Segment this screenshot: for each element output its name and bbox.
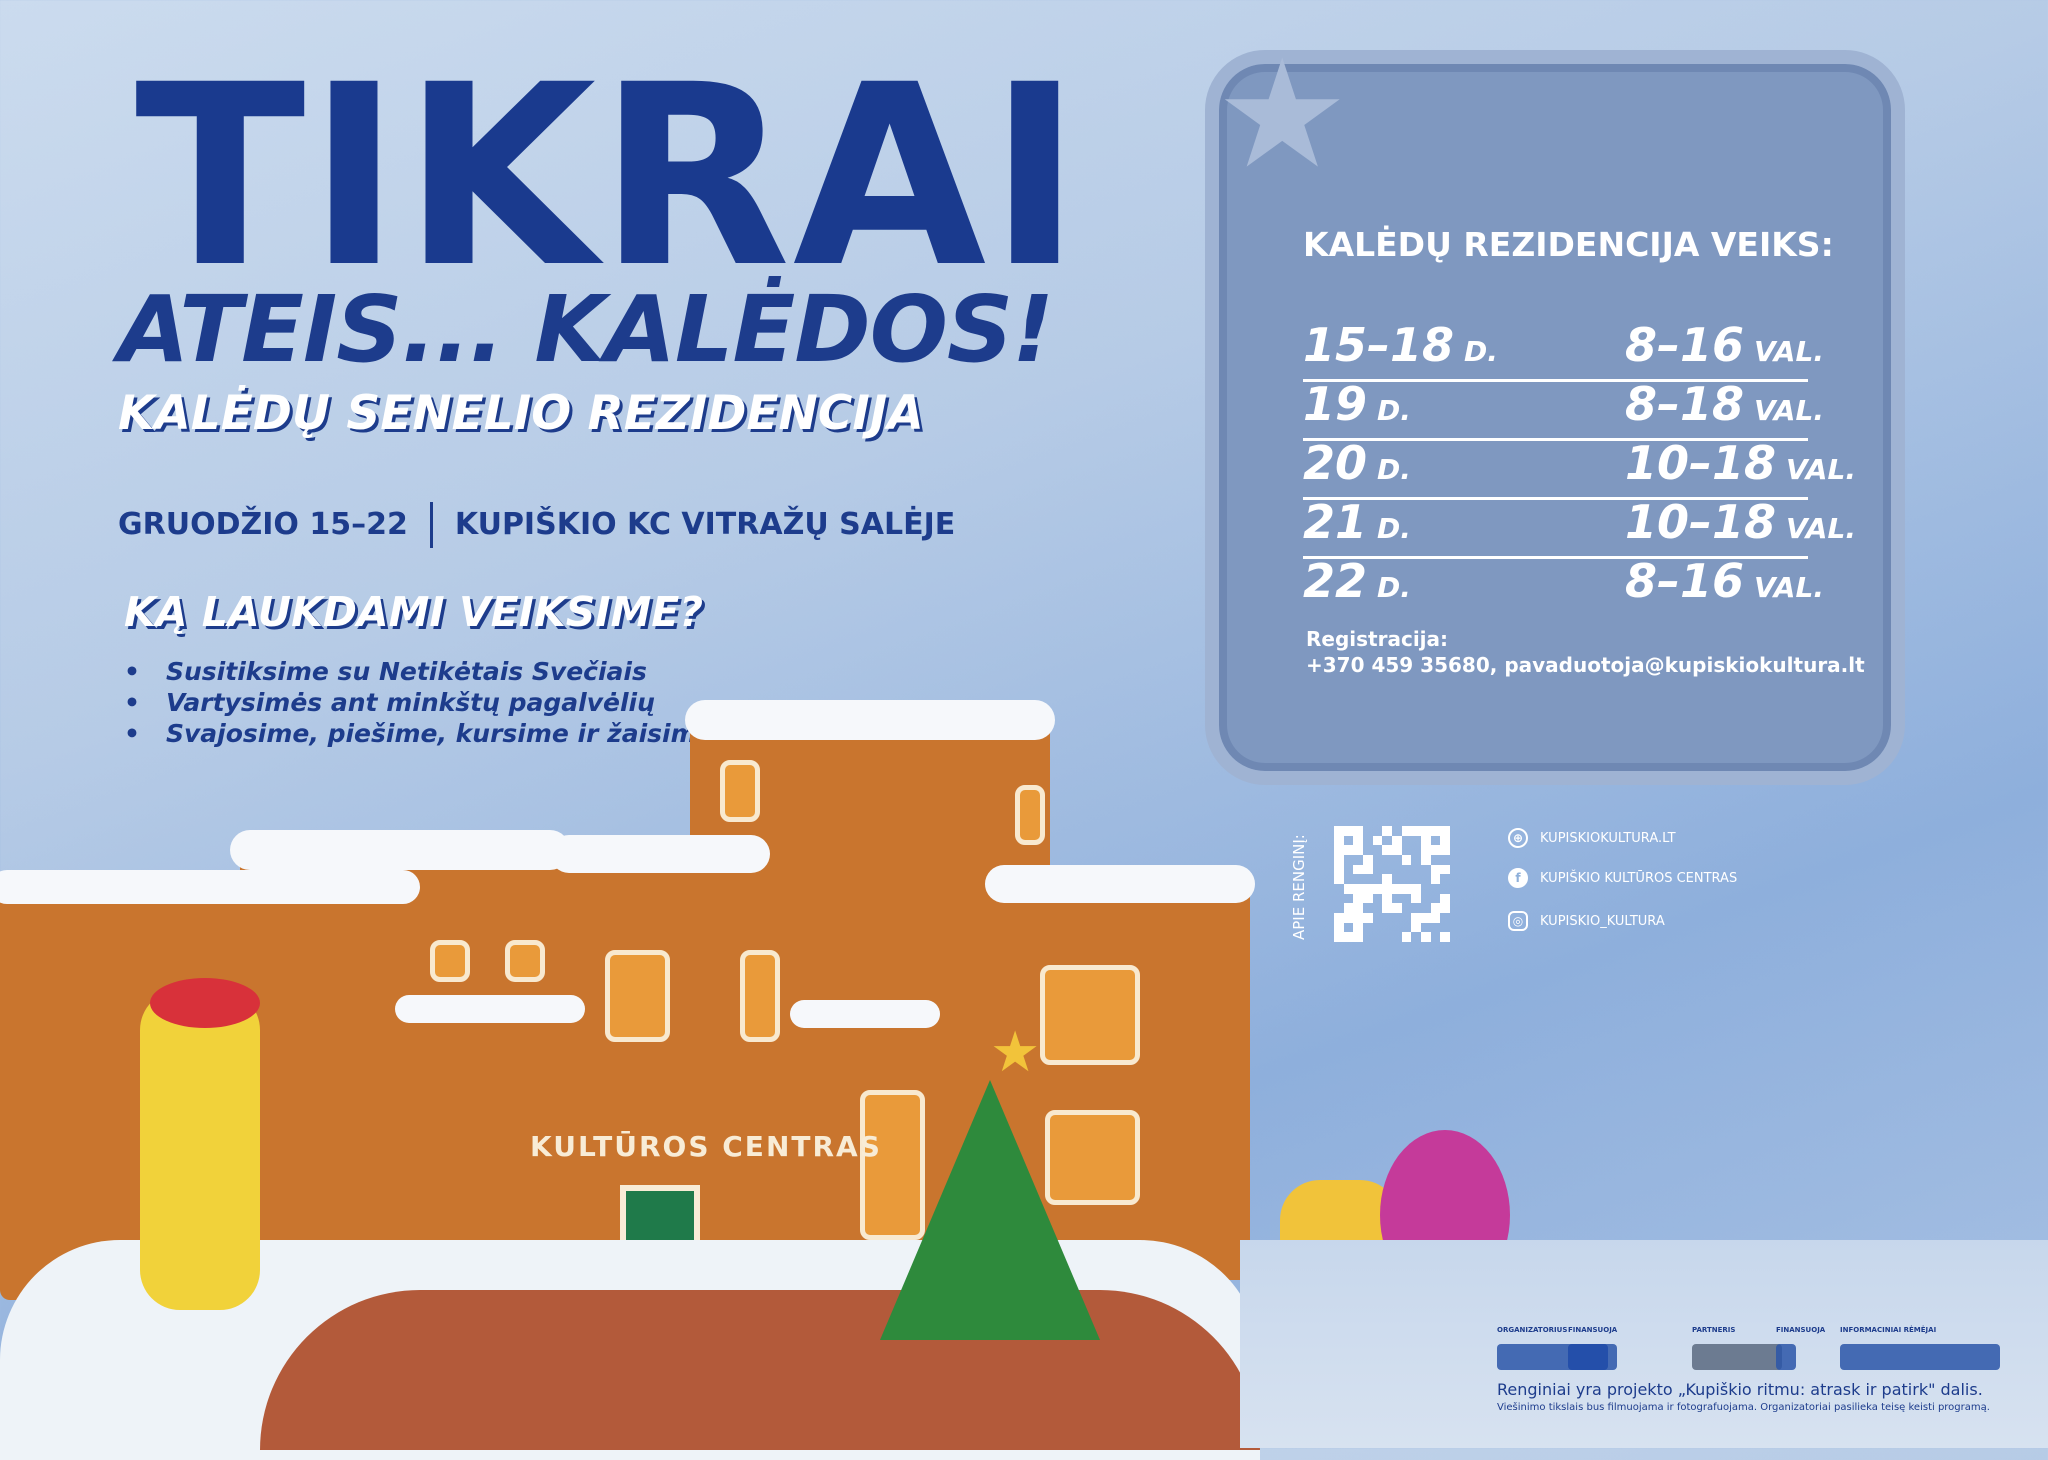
facebook-link[interactable]: f KUPIŠKIO KULTŪROS CENTRAS (1508, 868, 1737, 888)
instagram-link[interactable]: ◎ KUPISKIO_KULTURA (1508, 911, 1665, 931)
logo-funder-municipality: FINANSUOJA (1776, 1326, 1836, 1370)
registration-label: Registracija: (1306, 627, 1449, 651)
facebook-icon: f (1508, 868, 1528, 888)
activities-list: Susitiksime su Netikėtais Svečiais Varty… (124, 656, 714, 749)
schedule-row: 22 D. 8–16 VAL. (1303, 554, 1824, 608)
subtitle: ATEIS... KALĖDOS! (118, 276, 1054, 383)
schedule-heading: KALĖDŲ REZIDENCIJA VEIKS: (1303, 225, 1834, 264)
globe-icon: ⊕ (1508, 828, 1528, 848)
character (140, 990, 260, 1310)
list-item: Svajosime, piešime, kursime ir žaisime (124, 718, 714, 749)
star-icon: ★ (1215, 28, 1350, 202)
tagline: KALĖDŲ SENELIO REZIDENCIJA (118, 386, 924, 441)
instagram-icon: ◎ (1508, 911, 1528, 931)
logo-funder-eu: FINANSUOJA (1568, 1326, 1668, 1370)
event-info: GRUODŽIO 15–22 KUPIŠKIO KC VITRAŽŲ SALĖJ… (118, 502, 955, 548)
schedule-row: 15–18 D. 8–16 VAL. (1303, 322, 1838, 382)
disclaimer: Viešinimo tikslais bus filmuojama ir fot… (1497, 1402, 1990, 1413)
project-note: Renginiai yra projekto „Kupiškio ritmu: … (1497, 1380, 1983, 1399)
logo-media-sponsors: INFORMACINIAI RĖMĖJAI (1840, 1326, 2000, 1370)
list-item: Susitiksime su Netikėtais Svečiais (124, 656, 714, 687)
logo-partner: PARTNERIS (1692, 1326, 1782, 1370)
divider (429, 502, 433, 548)
qr-code[interactable] (1334, 826, 1450, 942)
event-place: KUPIŠKIO KC VITRAŽŲ SALĖJE (454, 507, 956, 542)
schedule-row: 19 D. 8–18 VAL. (1303, 381, 1838, 441)
schedule-row: 20 D. 10–18 VAL. (1303, 440, 1856, 500)
building-sign: KULTŪROS CENTRAS (530, 1130, 882, 1163)
list-item: Vartysimės ant minkštų pagalvėlių (124, 687, 714, 718)
website-link[interactable]: ⊕ KUPISKIOKULTURA.LT (1508, 828, 1676, 848)
registration: Registracija: +370 459 35680, pavaduotoj… (1306, 626, 1865, 678)
registration-contact[interactable]: +370 459 35680, pavaduotoja@kupiskiokult… (1306, 653, 1865, 677)
qr-label: APIE RENGINĮ: (1290, 834, 1308, 940)
main-title: TIKRAI (135, 31, 1084, 322)
schedule-panel (1205, 50, 1905, 785)
activities-heading: KĄ LAUKDAMI VEIKSIME? (124, 588, 704, 636)
schedule-row: 21 D. 10–18 VAL. (1303, 499, 1856, 559)
star-icon: ★ (990, 1020, 1041, 1085)
event-dates: GRUODŽIO 15–22 (118, 507, 408, 542)
